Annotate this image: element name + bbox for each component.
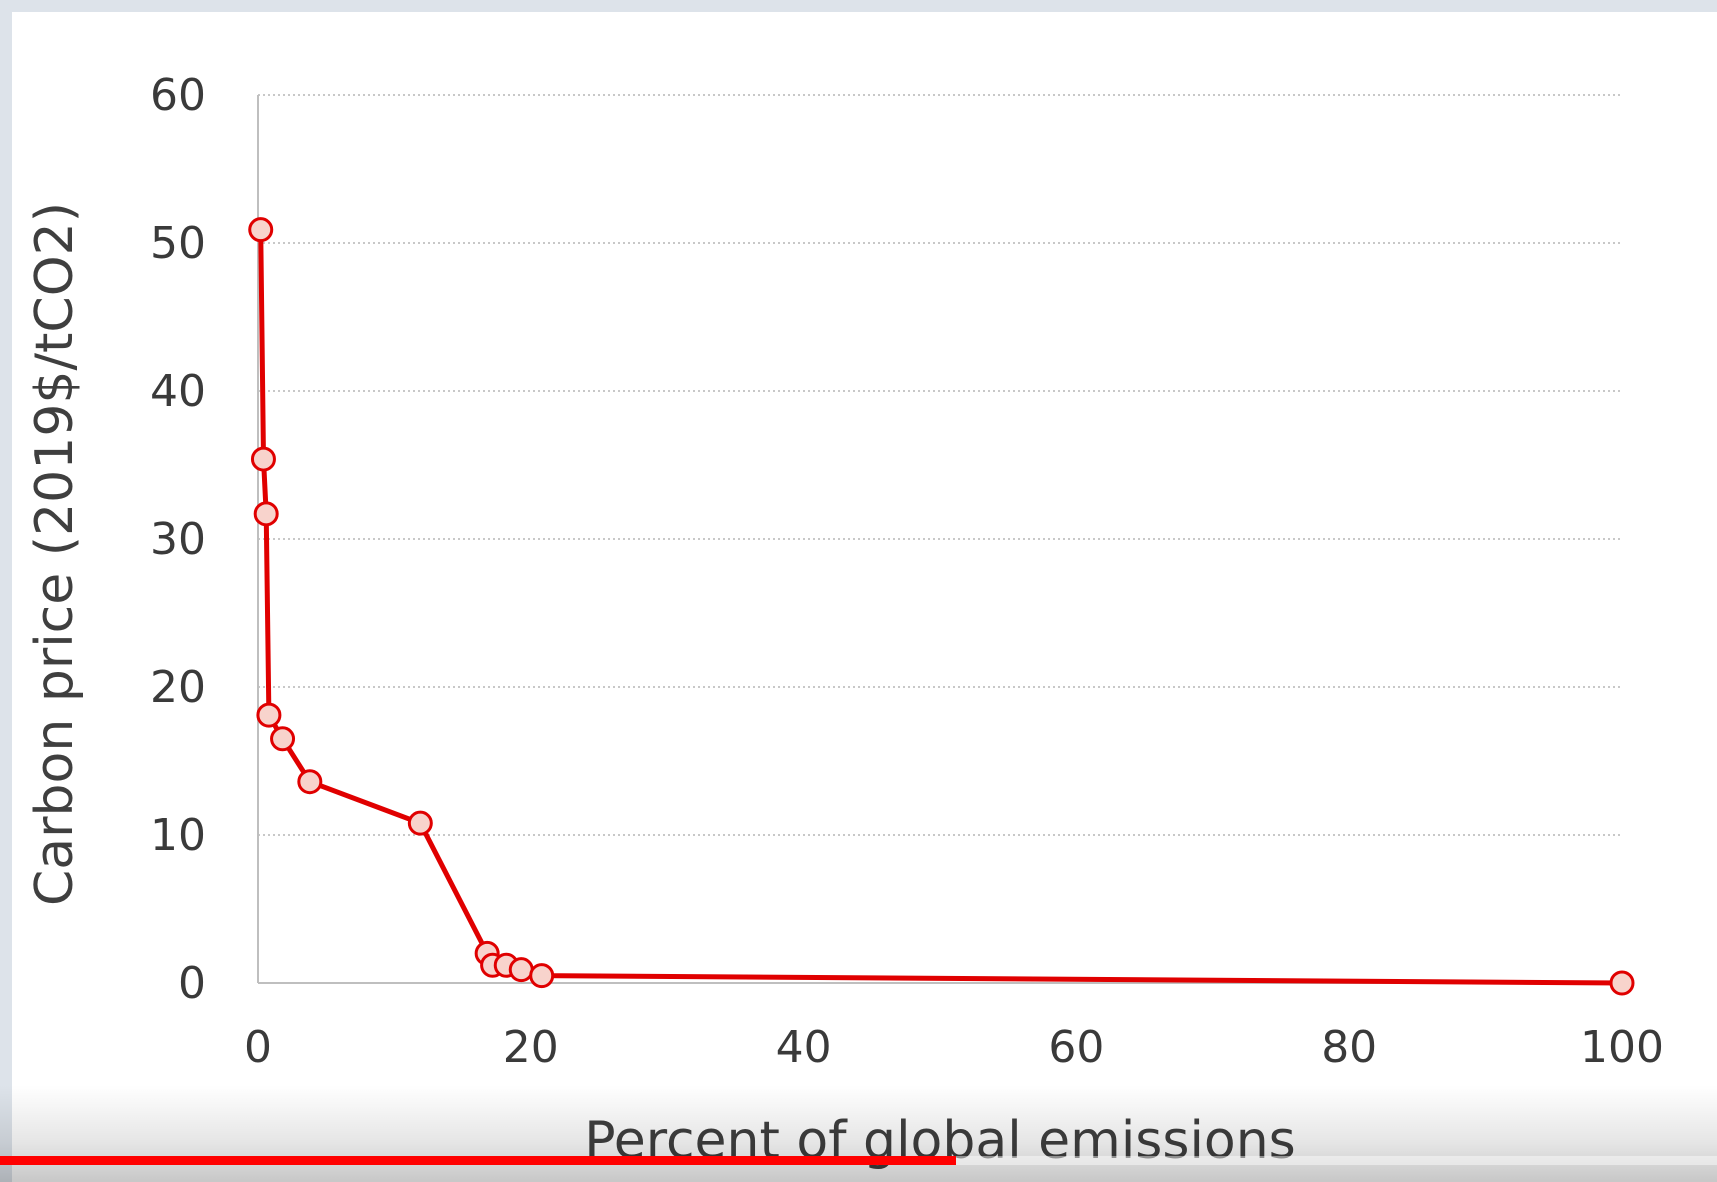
y-tick-labels: 0 10 20 30 40 50 60 <box>150 70 206 1009</box>
data-point <box>248 217 274 243</box>
x-tick-labels: 0 20 40 60 80 100 <box>244 1022 1664 1073</box>
data-point <box>407 810 433 836</box>
data-point <box>529 963 555 989</box>
y-tick-label: 20 <box>150 662 206 713</box>
y-tick-label: 0 <box>178 958 206 1009</box>
video-progress-fill <box>0 1156 957 1165</box>
y-tick-label: 60 <box>150 70 206 121</box>
data-point <box>508 957 534 983</box>
x-tick-label: 60 <box>1048 1022 1104 1073</box>
video-progress-bar[interactable] <box>0 1156 1717 1165</box>
x-tick-label: 0 <box>244 1022 272 1073</box>
data-point <box>253 501 279 527</box>
x-tick-label: 40 <box>776 1022 832 1073</box>
gridlines <box>258 94 1622 836</box>
y-tick-label: 10 <box>150 810 206 861</box>
x-tick-label: 100 <box>1580 1022 1664 1073</box>
data-point <box>297 769 323 795</box>
y-tick-label: 40 <box>150 366 206 417</box>
data-point <box>1609 970 1635 996</box>
data-point <box>250 446 276 472</box>
data-point <box>270 726 296 752</box>
y-axis-title: Carbon price (2019$/tCO2) <box>25 202 85 906</box>
x-tick-label: 20 <box>503 1022 559 1073</box>
chart-frame <box>12 12 1717 1182</box>
series-line <box>258 229 1623 986</box>
data-markers <box>248 217 1635 996</box>
x-tick-label: 80 <box>1321 1022 1377 1073</box>
data-point <box>256 702 282 728</box>
y-tick-label: 50 <box>150 218 206 269</box>
y-tick-label: 30 <box>150 514 206 565</box>
